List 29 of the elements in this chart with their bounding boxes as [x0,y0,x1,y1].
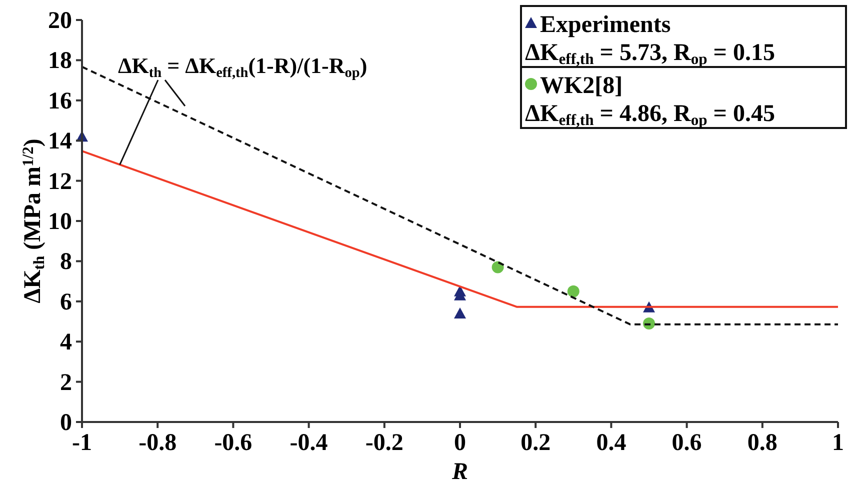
annotation: ΔK$_{eff,th}$ = 4.86, R$_{op}$ = 0.45 [525,101,775,129]
y-tick-label: 6 [60,289,72,316]
x-tick-label: -0.4 [290,430,328,456]
x-tick-label: 0 [454,430,466,456]
x-tick-label: 0.6 [672,430,702,456]
x-tick-label: -0.6 [214,430,252,456]
y-tick-label: 0 [60,410,72,436]
point [567,285,580,298]
y-tick-label: 4 [60,330,72,356]
y-tick-label: 18 [48,48,72,74]
annotation: ΔK$_{th}$ = ΔK$_{eff,th}$(1-R)/(1-R$_{op}$) [118,53,368,80]
y-tick-label: 14 [48,128,72,155]
x-tick-label: -0.8 [138,430,177,456]
x-tick-label: 1 [832,430,844,456]
y-tick-label: 8 [60,249,72,276]
x-tick-label: 0.8 [747,430,778,456]
x-tick-label: 0.4 [596,430,626,456]
legend-label: Experiments [540,12,671,38]
legend-label: WK2[8] [540,73,623,99]
y-tick-label: 20 [48,8,72,34]
x-axis-title: R [450,459,468,483]
y-tick-label: 12 [48,168,72,195]
x-tick-label: 0.2 [520,430,551,456]
x-tick-label: -1 [72,430,92,456]
point [454,307,466,318]
y-tick-label: 2 [60,370,72,396]
x-tick-label: -0.2 [365,430,404,456]
y-tick-label: 10 [48,209,72,235]
y-tick-label: 16 [48,88,72,114]
